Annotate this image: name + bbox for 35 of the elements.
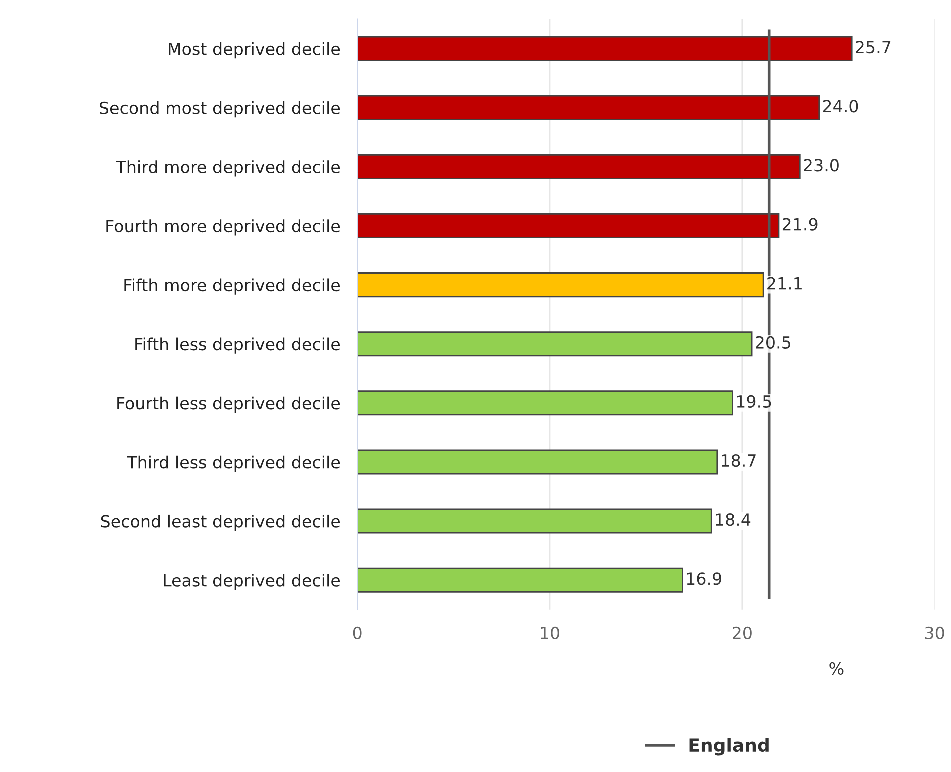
data-label: 18.4 xyxy=(716,514,751,526)
data-label: 16.9 xyxy=(687,572,722,586)
y-tick-label: Third less deprived decile xyxy=(127,456,340,472)
x-axis-title: % xyxy=(830,662,844,676)
bar xyxy=(358,332,753,357)
data-label: 18.7 xyxy=(722,454,756,468)
y-tick-label: Fifth more deprived decile xyxy=(124,278,340,295)
bar xyxy=(358,508,712,534)
data-label: 21.1 xyxy=(768,277,802,290)
data-label: 23.0 xyxy=(804,159,839,172)
bar xyxy=(358,272,764,298)
y-tick-label: Fourth more deprived decile xyxy=(106,220,340,236)
bar xyxy=(358,36,853,62)
data-label: 21.9 xyxy=(782,218,818,231)
y-tick-label: Fourth less deprived decile xyxy=(118,396,340,413)
y-tick-label: Second most deprived decile xyxy=(100,102,340,118)
x-tick-label: 20 xyxy=(733,626,752,640)
y-tick-label: Fifth less deprived decile xyxy=(136,338,340,354)
x-tick-label: 0 xyxy=(353,626,362,640)
x-tick-label: 30 xyxy=(926,626,944,640)
data-label: 20.5 xyxy=(756,336,790,349)
bar xyxy=(358,154,801,180)
x-tick-label: 10 xyxy=(541,626,560,640)
y-tick-label: Third more deprived decile xyxy=(116,160,340,177)
data-label: 25.7 xyxy=(856,41,891,54)
data-label: 24.0 xyxy=(823,100,858,113)
bar xyxy=(358,568,684,593)
data-label: 19.5 xyxy=(737,395,772,408)
legend-label: England xyxy=(690,738,769,756)
bar xyxy=(358,213,780,239)
y-tick-label: Least deprived decile xyxy=(164,574,340,590)
y-tick-label: Second least deprived decile xyxy=(101,514,340,532)
bar xyxy=(358,390,734,416)
bar xyxy=(358,450,718,475)
y-tick-label: Most deprived decile xyxy=(169,42,340,59)
